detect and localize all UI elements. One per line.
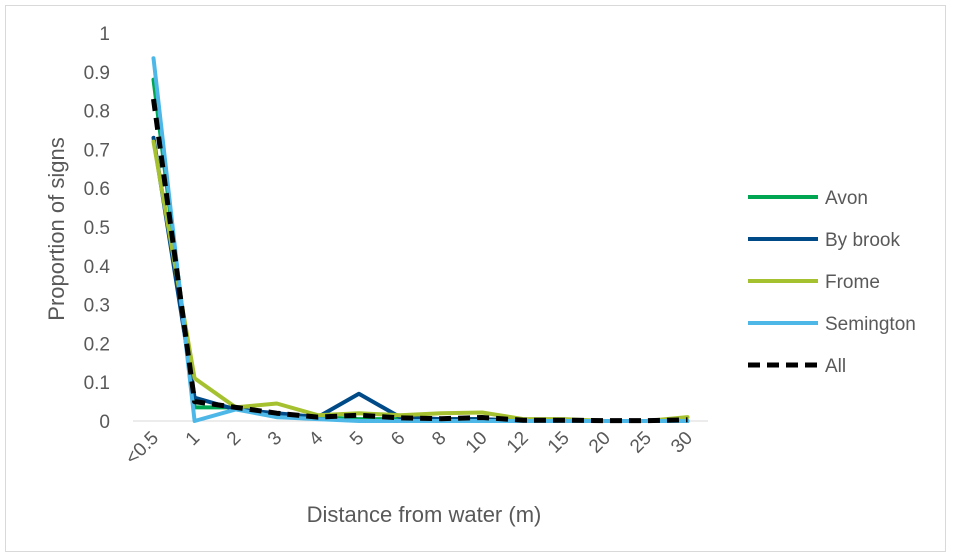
- y-tick-label: 0.9: [84, 63, 110, 84]
- y-tick-label: 0.7: [84, 140, 110, 161]
- series-line-frome: [151, 139, 690, 423]
- legend: Avon By brook Frome Semington All: [748, 188, 916, 377]
- x-tick-label: 1: [182, 428, 204, 450]
- x-tick-label: 4: [305, 427, 328, 450]
- y-tick-label: 0.6: [84, 179, 110, 200]
- y-tick-label: 1: [99, 24, 110, 45]
- y-axis-title: Proportion of signs: [44, 137, 69, 320]
- y-tick-label: 0: [99, 412, 110, 433]
- legend-label: Avon: [825, 188, 868, 209]
- x-tick-label: 25: [626, 428, 656, 458]
- legend-label: Frome: [825, 272, 880, 293]
- legend-label: By brook: [825, 230, 900, 251]
- x-tick-label: <0.5: [122, 428, 163, 469]
- series-lines: [151, 56, 690, 424]
- legend-label: Semington: [825, 314, 916, 335]
- y-tick-label: 0.5: [84, 218, 110, 239]
- x-tick-label: 15: [544, 428, 574, 458]
- y-tick-label: 0.2: [84, 334, 110, 355]
- x-tick-label: 6: [387, 428, 409, 450]
- series-line-by-brook: [151, 135, 690, 423]
- x-tick-label: 12: [503, 428, 533, 458]
- x-tick-label: 2: [223, 428, 245, 450]
- y-tick-label: 0.1: [84, 373, 110, 394]
- x-axis-title: Distance from water (m): [307, 502, 542, 527]
- x-tick-label: 30: [667, 428, 697, 458]
- legend-label: All: [825, 356, 846, 377]
- y-axis-ticks: 0 0.1 0.2 0.3 0.4 0.5 0.6 0.7 0.8 0.9 1: [84, 24, 111, 433]
- y-tick-label: 0.8: [84, 102, 110, 123]
- y-tick-label: 0.3: [84, 296, 110, 317]
- x-tick-label: 20: [585, 428, 615, 458]
- x-axis-ticks: <0.5 1 2 3 4 5 6 8 10 12 15 20 25 30: [122, 427, 697, 469]
- y-tick-label: 0.4: [84, 257, 111, 278]
- x-tick-label: 8: [428, 428, 450, 450]
- x-tick-label: 5: [346, 428, 368, 450]
- x-tick-label: 10: [462, 428, 492, 458]
- x-tick-label: 3: [264, 428, 286, 450]
- chart-area: [5, 5, 946, 552]
- series-line-semington: [151, 56, 690, 423]
- series-line-avon: [151, 77, 690, 423]
- series-line-all: [151, 98, 688, 424]
